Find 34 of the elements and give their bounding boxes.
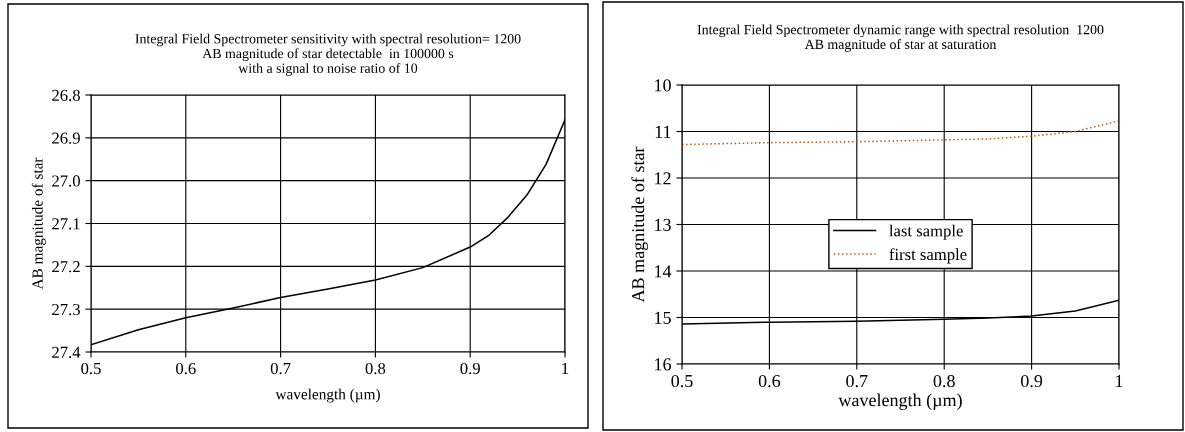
y-tick-label: 27.4 [52, 346, 81, 359]
x-tick-label: 0.5 [81, 362, 101, 375]
x-axis-title: wavelength (µm) [838, 393, 962, 410]
y-tick-label: 11 [655, 125, 671, 138]
y-tick-label: 26.8 [52, 89, 80, 102]
y-tick-label: 13 [655, 218, 671, 231]
y-tick-label: 12 [655, 172, 671, 185]
y-tick-label: 26.9 [52, 132, 80, 144]
y-tick-label: 10 [655, 79, 671, 92]
y-axis-title: AB magnitude of star [31, 157, 46, 290]
x-tick-label: 0.8 [365, 362, 386, 375]
x-tick-label: 0.9 [1021, 374, 1043, 388]
y-tick-label: 27.3 [52, 303, 80, 316]
x-tick-label: 0.6 [176, 362, 196, 375]
x-tick-label: 0.8 [933, 374, 955, 388]
x-tick-label: 0.9 [460, 362, 480, 375]
x-tick-label: 0.6 [758, 374, 781, 388]
x-tick-label: 0.7 [846, 374, 868, 388]
legend-label: first sample [889, 248, 967, 264]
y-tick-label: 15 [655, 311, 671, 324]
y-tick-label: 27.0 [52, 175, 80, 187]
x-tick-label: 0.7 [270, 362, 291, 375]
y-axis-title: AB magnitude of star [631, 146, 648, 303]
y-tick-label: 16 [655, 358, 672, 371]
y-tick-label: 27.2 [52, 261, 80, 273]
x-tick-label: 1 [562, 362, 569, 374]
y-tick-label: 27.1 [52, 218, 80, 230]
chart-title: Integral Field Spectrometer dynamic range with spectral resolution 1200 AB magnitude of star at saturation [697, 24, 1104, 52]
x-tick-label: 1 [1116, 375, 1123, 387]
x-tick-label: 0.5 [671, 374, 693, 388]
y-tick-label: 14 [655, 265, 672, 278]
chart-title: Integral Field Spectrometer sensitivity with spectral resolution= 1200 AB magnitude of star detectable in 100000 s with a signal to noise ratio of 10 [135, 33, 521, 76]
x-axis-title: wavelength (µm) [275, 388, 380, 403]
legend-label: last sample [889, 224, 963, 240]
